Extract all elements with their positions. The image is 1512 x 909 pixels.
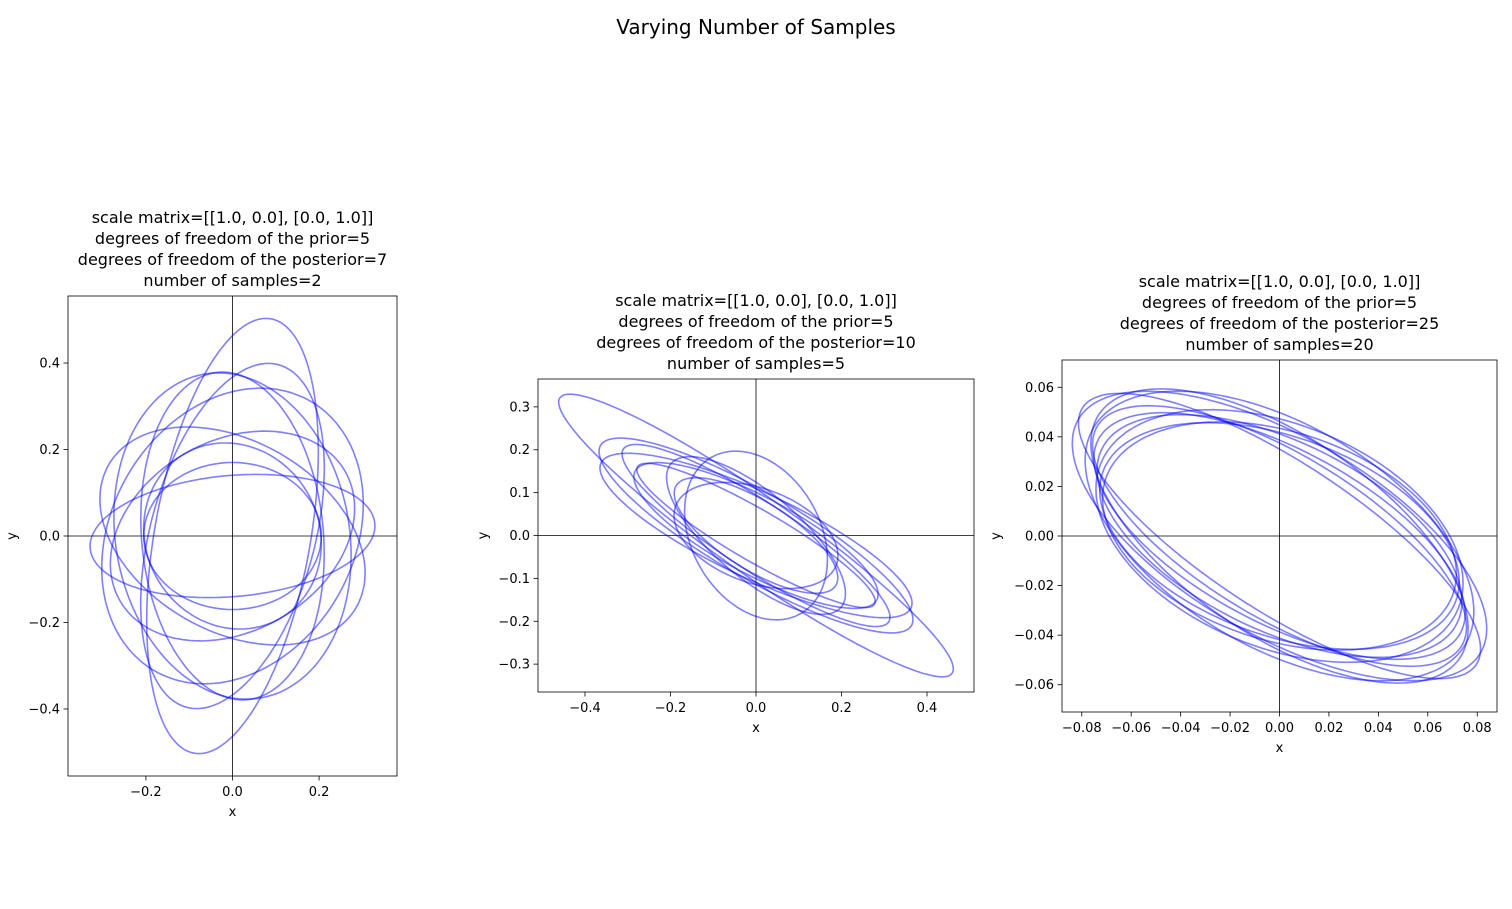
ellipse-6 (599, 452, 913, 619)
ellipse-8 (142, 442, 323, 630)
x-tick-label: 0.4 (917, 701, 938, 716)
ellipse-8 (633, 461, 879, 610)
x-tick-label: 0.0 (746, 701, 767, 716)
ellipse-1 (557, 393, 955, 678)
y-tick-label: 0.1 (509, 486, 530, 501)
ellipse-5 (1095, 408, 1464, 664)
subplot-title-line: scale matrix=[[1.0, 0.0], [0.0, 1.0]] (1139, 272, 1421, 291)
x-tick-label: −0.02 (1210, 721, 1250, 736)
subplot-title-line: number of samples=5 (667, 354, 845, 373)
ellipse-9 (673, 476, 839, 595)
ellipse-3 (89, 473, 376, 599)
subplot-title-line: degrees of freedom of the posterior=7 (78, 250, 387, 269)
ellipse-series (89, 317, 376, 755)
y-tick-label: 0.0 (509, 529, 530, 544)
subplot-title-line: number of samples=20 (1185, 335, 1373, 354)
y-axis-label: y (989, 532, 1004, 540)
x-tick-label: 0.2 (309, 785, 330, 800)
x-axis-label: x (752, 721, 760, 736)
y-tick-label: −0.04 (1014, 629, 1054, 644)
ellipse-4 (683, 450, 829, 621)
ellipse-10 (113, 372, 352, 700)
y-tick-label: 0.04 (1025, 430, 1054, 445)
x-tick-label: 0.0 (222, 785, 243, 800)
subplot-title-line: scale matrix=[[1.0, 0.0], [0.0, 1.0]] (92, 208, 374, 227)
subplot-title-line: degrees of freedom of the prior=5 (95, 229, 370, 248)
ellipse-4 (101, 387, 364, 685)
y-tick-label: 0.2 (39, 443, 60, 458)
subplot-title-line: degrees of freedom of the prior=5 (618, 312, 893, 331)
y-tick-label: −0.2 (28, 616, 60, 631)
y-axis-label: y (5, 532, 20, 540)
ellipse-series (1071, 388, 1488, 684)
ellipse-9 (1091, 404, 1468, 668)
ellipse-9 (99, 426, 366, 646)
subplot-title-line: scale matrix=[[1.0, 0.0], [0.0, 1.0]] (615, 291, 897, 310)
x-axis-label: x (229, 805, 237, 820)
y-tick-label: 0.3 (509, 400, 530, 415)
subplot-title-line: degrees of freedom of the posterior=25 (1120, 314, 1440, 333)
y-tick-label: −0.4 (28, 702, 60, 717)
ellipse-series (557, 393, 955, 678)
ellipse-6 (109, 430, 356, 642)
subplot-2: −0.4 −0.2 0.0 0.2 0.4 −0.3 −0.2 −0.1 0.0 0.1 0.2 0.… (476, 291, 975, 736)
x-tick-label: −0.06 (1111, 721, 1151, 736)
x-tick-label: 0.00 (1265, 721, 1294, 736)
y-tick-label: 0.4 (39, 357, 60, 372)
y-tick-label: 0.06 (1025, 381, 1054, 396)
subplot-1: −0.2 0.0 0.2 −0.4 −0.2 0.0 0.2 0.4 x y scale matri… (5, 208, 398, 820)
ellipse-4 (1098, 421, 1461, 651)
subplot-title-line: number of samples=2 (143, 271, 321, 290)
subplot-3: −0.08 −0.06 −0.04 −0.02 0.00 0.02 0.04 0.06 0.08… (989, 272, 1498, 756)
y-tick-label: 0.2 (509, 443, 530, 458)
y-tick-label: −0.3 (498, 658, 530, 673)
ellipse-3 (1090, 388, 1469, 684)
x-tick-label: −0.08 (1062, 721, 1102, 736)
ellipse-5 (598, 437, 914, 634)
x-tick-label: −0.4 (569, 701, 601, 716)
x-axis-label: x (1276, 741, 1284, 756)
ellipse-10 (665, 455, 847, 616)
ellipse-8 (1096, 413, 1463, 659)
y-tick-label: −0.06 (1014, 678, 1054, 693)
x-tick-label: 0.06 (1413, 721, 1442, 736)
y-axis-label: y (476, 531, 491, 539)
y-tick-label: −0.2 (498, 615, 530, 630)
subplot-title-line: degrees of freedom of the prior=5 (1142, 293, 1417, 312)
ellipse-5 (139, 362, 326, 710)
y-tick-label: −0.02 (1014, 579, 1054, 594)
figure-title: Varying Number of Samples (616, 15, 895, 39)
ellipse-10 (1101, 421, 1458, 651)
y-tick-label: 0.0 (39, 530, 60, 545)
x-tick-label: 0.2 (831, 701, 852, 716)
x-tick-label: −0.04 (1161, 721, 1201, 736)
subplot-title-line: degrees of freedom of the posterior=10 (596, 333, 916, 352)
x-tick-label: 0.08 (1463, 721, 1492, 736)
y-tick-label: −0.1 (498, 572, 530, 587)
x-tick-label: 0.02 (1314, 721, 1343, 736)
x-tick-label: −0.2 (655, 701, 687, 716)
x-tick-label: 0.04 (1364, 721, 1393, 736)
y-tick-label: 0.00 (1025, 530, 1054, 545)
y-tick-label: 0.02 (1025, 480, 1054, 495)
x-tick-label: −0.2 (130, 785, 162, 800)
